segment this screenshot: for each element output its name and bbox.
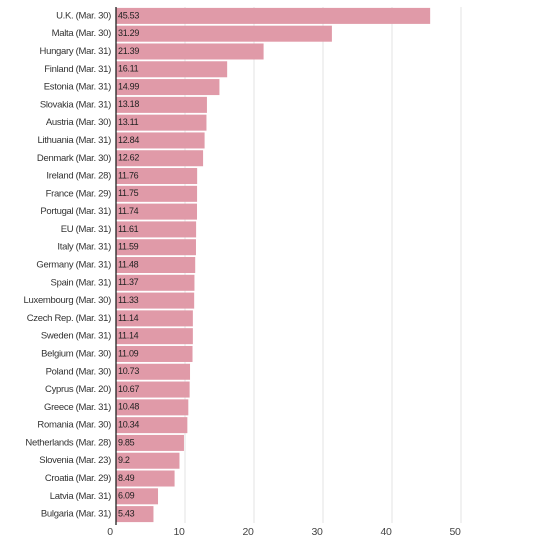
value-label: 45.53	[118, 10, 139, 20]
y-tick-label: Portugal (Mar. 31)	[40, 206, 111, 217]
bar	[116, 25, 332, 42]
value-label: 11.76	[118, 170, 139, 180]
x-tick-label: 40	[380, 526, 392, 538]
value-label: 8.49	[118, 473, 135, 483]
bar	[116, 470, 175, 487]
value-label: 12.84	[118, 135, 139, 145]
bar	[116, 114, 207, 131]
x-tick-label: 50	[449, 526, 461, 538]
y-tick-label: Germany (Mar. 31)	[36, 260, 111, 271]
value-label: 5.43	[118, 508, 135, 518]
y-tick-label: Ireland (Mar. 28)	[46, 171, 111, 182]
bar	[116, 292, 195, 309]
bar	[116, 132, 205, 149]
y-tick-label: Sweden (Mar. 31)	[41, 331, 111, 342]
value-label: 11.59	[118, 242, 139, 252]
y-tick-label: Luxembourg (Mar. 30)	[24, 295, 112, 306]
y-tick-label: Czech Rep. (Mar. 31)	[27, 313, 111, 324]
value-label: 31.29	[118, 28, 139, 38]
value-label: 9.85	[118, 437, 135, 447]
bar	[116, 399, 189, 416]
value-label: 21.39	[118, 46, 139, 56]
value-label: 10.48	[118, 402, 139, 412]
value-label: 12.62	[118, 153, 139, 163]
value-label: 13.18	[118, 99, 139, 109]
y-tick-label: Spain (Mar. 31)	[51, 277, 112, 288]
x-tick-label: 20	[242, 526, 254, 538]
bar	[116, 43, 264, 60]
x-tick-label: 30	[311, 526, 323, 538]
y-tick-label: Lithuania (Mar. 31)	[37, 135, 111, 146]
y-tick-label: Croatia (Mar. 29)	[45, 473, 111, 484]
value-label: 10.67	[118, 384, 139, 394]
bar	[116, 345, 193, 362]
y-tick-label: Malta (Mar. 30)	[52, 28, 112, 39]
bar	[116, 150, 204, 167]
bar	[116, 310, 193, 327]
bar	[116, 434, 184, 451]
bar	[116, 488, 159, 505]
y-tick-label: Belgium (Mar. 30)	[41, 348, 111, 359]
value-label: 11.61	[118, 224, 139, 234]
value-label: 11.14	[118, 331, 139, 341]
value-label: 14.99	[118, 81, 139, 91]
value-label: 10.34	[118, 420, 139, 430]
x-tick-label: 0	[107, 526, 113, 538]
value-label: 11.74	[118, 206, 139, 216]
value-label: 11.48	[118, 259, 139, 269]
bar	[116, 506, 154, 523]
y-tick-label: Estonia (Mar. 31)	[44, 82, 111, 93]
y-tick-label: Italy (Mar. 31)	[57, 242, 111, 253]
bar	[116, 79, 220, 96]
value-label: 11.09	[118, 348, 139, 358]
y-tick-label: Denmark (Mar. 30)	[37, 153, 111, 164]
bar	[116, 381, 190, 398]
value-label: 11.37	[118, 277, 139, 287]
y-tick-label: Austria (Mar. 30)	[46, 117, 111, 128]
value-label: 6.09	[118, 491, 135, 501]
y-tick-label: Netherlands (Mar. 28)	[25, 437, 111, 448]
y-tick-label: France (Mar. 29)	[46, 188, 112, 199]
bar	[116, 203, 198, 220]
value-label: 16.11	[118, 64, 139, 74]
bar	[116, 7, 431, 24]
y-tick-label: Cyprus (Mar. 20)	[45, 384, 111, 395]
bar	[116, 185, 198, 202]
y-tick-label: Hungary (Mar. 31)	[40, 46, 112, 57]
bar	[116, 168, 198, 185]
value-label: 10.73	[118, 366, 139, 376]
value-label: 11.75	[118, 188, 139, 198]
x-tick-label: 10	[173, 526, 185, 538]
bar	[116, 96, 207, 113]
bar	[116, 274, 195, 291]
value-label: 13.11	[118, 117, 139, 127]
bar	[116, 221, 197, 238]
y-tick-label: U.K. (Mar. 30)	[56, 10, 111, 21]
bar	[116, 239, 196, 256]
value-label: 11.33	[118, 295, 139, 305]
y-tick-label: EU (Mar. 31)	[61, 224, 111, 235]
y-tick-label: Slovakia (Mar. 31)	[40, 99, 111, 110]
bar	[116, 61, 228, 78]
value-label: 11.14	[118, 313, 139, 323]
y-tick-label: Finland (Mar. 31)	[44, 64, 111, 75]
bar	[116, 328, 193, 345]
value-label: 9.2	[118, 455, 130, 465]
y-tick-label: Poland (Mar. 30)	[46, 366, 112, 377]
bar	[116, 452, 180, 469]
bar	[116, 363, 191, 380]
y-tick-label: Latvia (Mar. 31)	[50, 491, 111, 502]
bar	[116, 256, 196, 274]
y-tick-label: Romania (Mar. 30)	[37, 420, 111, 431]
y-tick-label: Bulgaria (Mar. 31)	[41, 509, 111, 520]
y-tick-label: Slovenia (Mar. 23)	[39, 455, 111, 466]
bar	[116, 417, 188, 434]
y-tick-label: Greece (Mar. 31)	[44, 402, 111, 413]
